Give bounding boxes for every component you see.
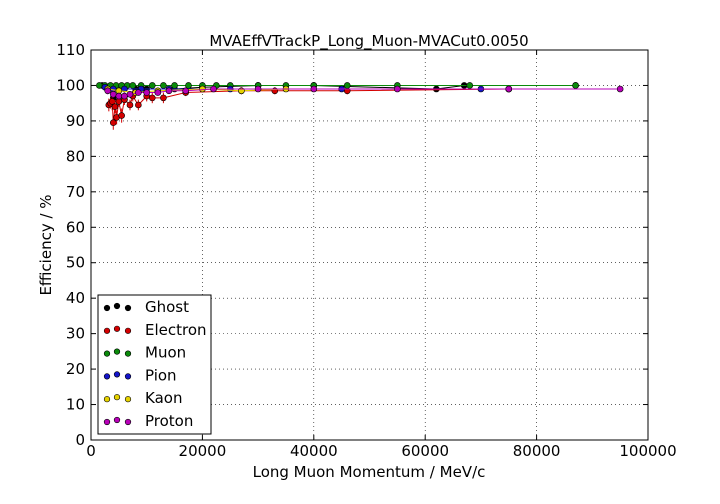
data-point: [466, 82, 474, 89]
legend-marker: [113, 302, 121, 310]
y-tick-label: 40: [66, 289, 85, 307]
legend: Ghost Electron Muon Pion Kaon Proton: [97, 294, 212, 435]
y-tick-label: 10: [66, 396, 85, 414]
data-point: [129, 82, 137, 89]
data-point: [254, 85, 262, 93]
data-point: [135, 101, 142, 109]
data-point: [135, 89, 142, 96]
y-axis-title: Efficiency / %: [37, 194, 55, 295]
legend-marker: [103, 350, 111, 357]
legend-label: Muon: [145, 344, 186, 362]
data-point: [165, 87, 173, 95]
legend-marker: [103, 396, 111, 403]
data-point: [118, 112, 125, 119]
data-point: [115, 92, 123, 100]
legend-marker: [124, 418, 132, 426]
legend-label: Proton: [145, 412, 193, 430]
y-tick-label: 100: [56, 76, 85, 94]
data-point: [96, 82, 103, 89]
y-tick-label: 80: [66, 147, 85, 165]
legend-label: Kaon: [145, 389, 182, 407]
y-tick-label: 0: [75, 431, 85, 449]
x-axis-title: Long Muon Momentum / MeV/c: [253, 463, 486, 481]
data-point: [185, 82, 192, 89]
legend-label: Ghost: [145, 298, 189, 316]
data-point: [104, 87, 112, 95]
data-point: [572, 82, 579, 89]
legend-label: Electron: [145, 321, 207, 339]
data-point: [148, 82, 156, 89]
y-tick-label: 50: [66, 254, 85, 272]
legend-marker: [124, 327, 132, 334]
legend-label: Pion: [145, 366, 177, 384]
x-tick-label: 0: [86, 442, 96, 460]
y-tick-label: 60: [66, 218, 85, 236]
x-tick-label: 60000: [401, 442, 449, 460]
data-point: [126, 101, 134, 109]
data-point: [154, 89, 162, 96]
data-point: [126, 91, 134, 98]
data-point: [160, 82, 167, 89]
legend-items: Ghost Electron Muon Pion Kaon Proton: [103, 298, 207, 430]
x-tick-label: 40000: [290, 442, 338, 460]
legend-marker: [103, 304, 111, 312]
y-tick-label: 70: [66, 183, 85, 201]
x-tick-label: 20000: [179, 442, 227, 460]
data-point: [182, 87, 189, 95]
chart-title: MVAEffVTrackP_Long_Muon-MVACut0.0050: [209, 32, 528, 51]
legend-marker: [113, 325, 121, 332]
data-point: [199, 85, 206, 93]
legend-marker: [113, 371, 121, 378]
y-tick-label: 110: [56, 41, 85, 59]
y-tick-label: 90: [66, 112, 85, 130]
legend-marker: [124, 396, 132, 403]
legend-marker: [103, 418, 111, 426]
axis-ticks: 0 10 20 30 40 50 60 70 80 90 100 110 0 20000 40000 6000…: [56, 41, 676, 460]
x-tick-label: 80000: [513, 442, 561, 460]
legend-marker: [124, 350, 132, 357]
data-point: [210, 85, 217, 93]
legend-box: [97, 294, 212, 435]
y-tick-label: 20: [66, 360, 85, 378]
series-proton: [104, 85, 624, 100]
legend-marker: [124, 304, 132, 312]
data-point: [121, 92, 128, 100]
data-point: [171, 82, 178, 89]
legend-marker: [103, 327, 111, 334]
x-tick-label: 100000: [619, 442, 676, 460]
data-point: [109, 119, 117, 126]
data-point: [143, 89, 150, 96]
data-point: [148, 94, 156, 102]
legend-marker: [113, 348, 121, 355]
legend-marker: [103, 373, 111, 380]
y-tick-label: 30: [66, 325, 85, 343]
plot-frame: [90, 49, 649, 441]
data-series: [96, 82, 624, 130]
data-point: [111, 103, 119, 111]
data-point: [310, 85, 318, 93]
data-point: [160, 94, 167, 102]
legend-marker: [113, 416, 121, 424]
legend-marker: [113, 394, 121, 401]
data-point: [616, 85, 624, 93]
legend-marker: [124, 373, 132, 380]
data-point: [394, 85, 401, 93]
data-point: [109, 91, 117, 98]
data-point: [505, 85, 513, 93]
data-point: [343, 82, 351, 89]
